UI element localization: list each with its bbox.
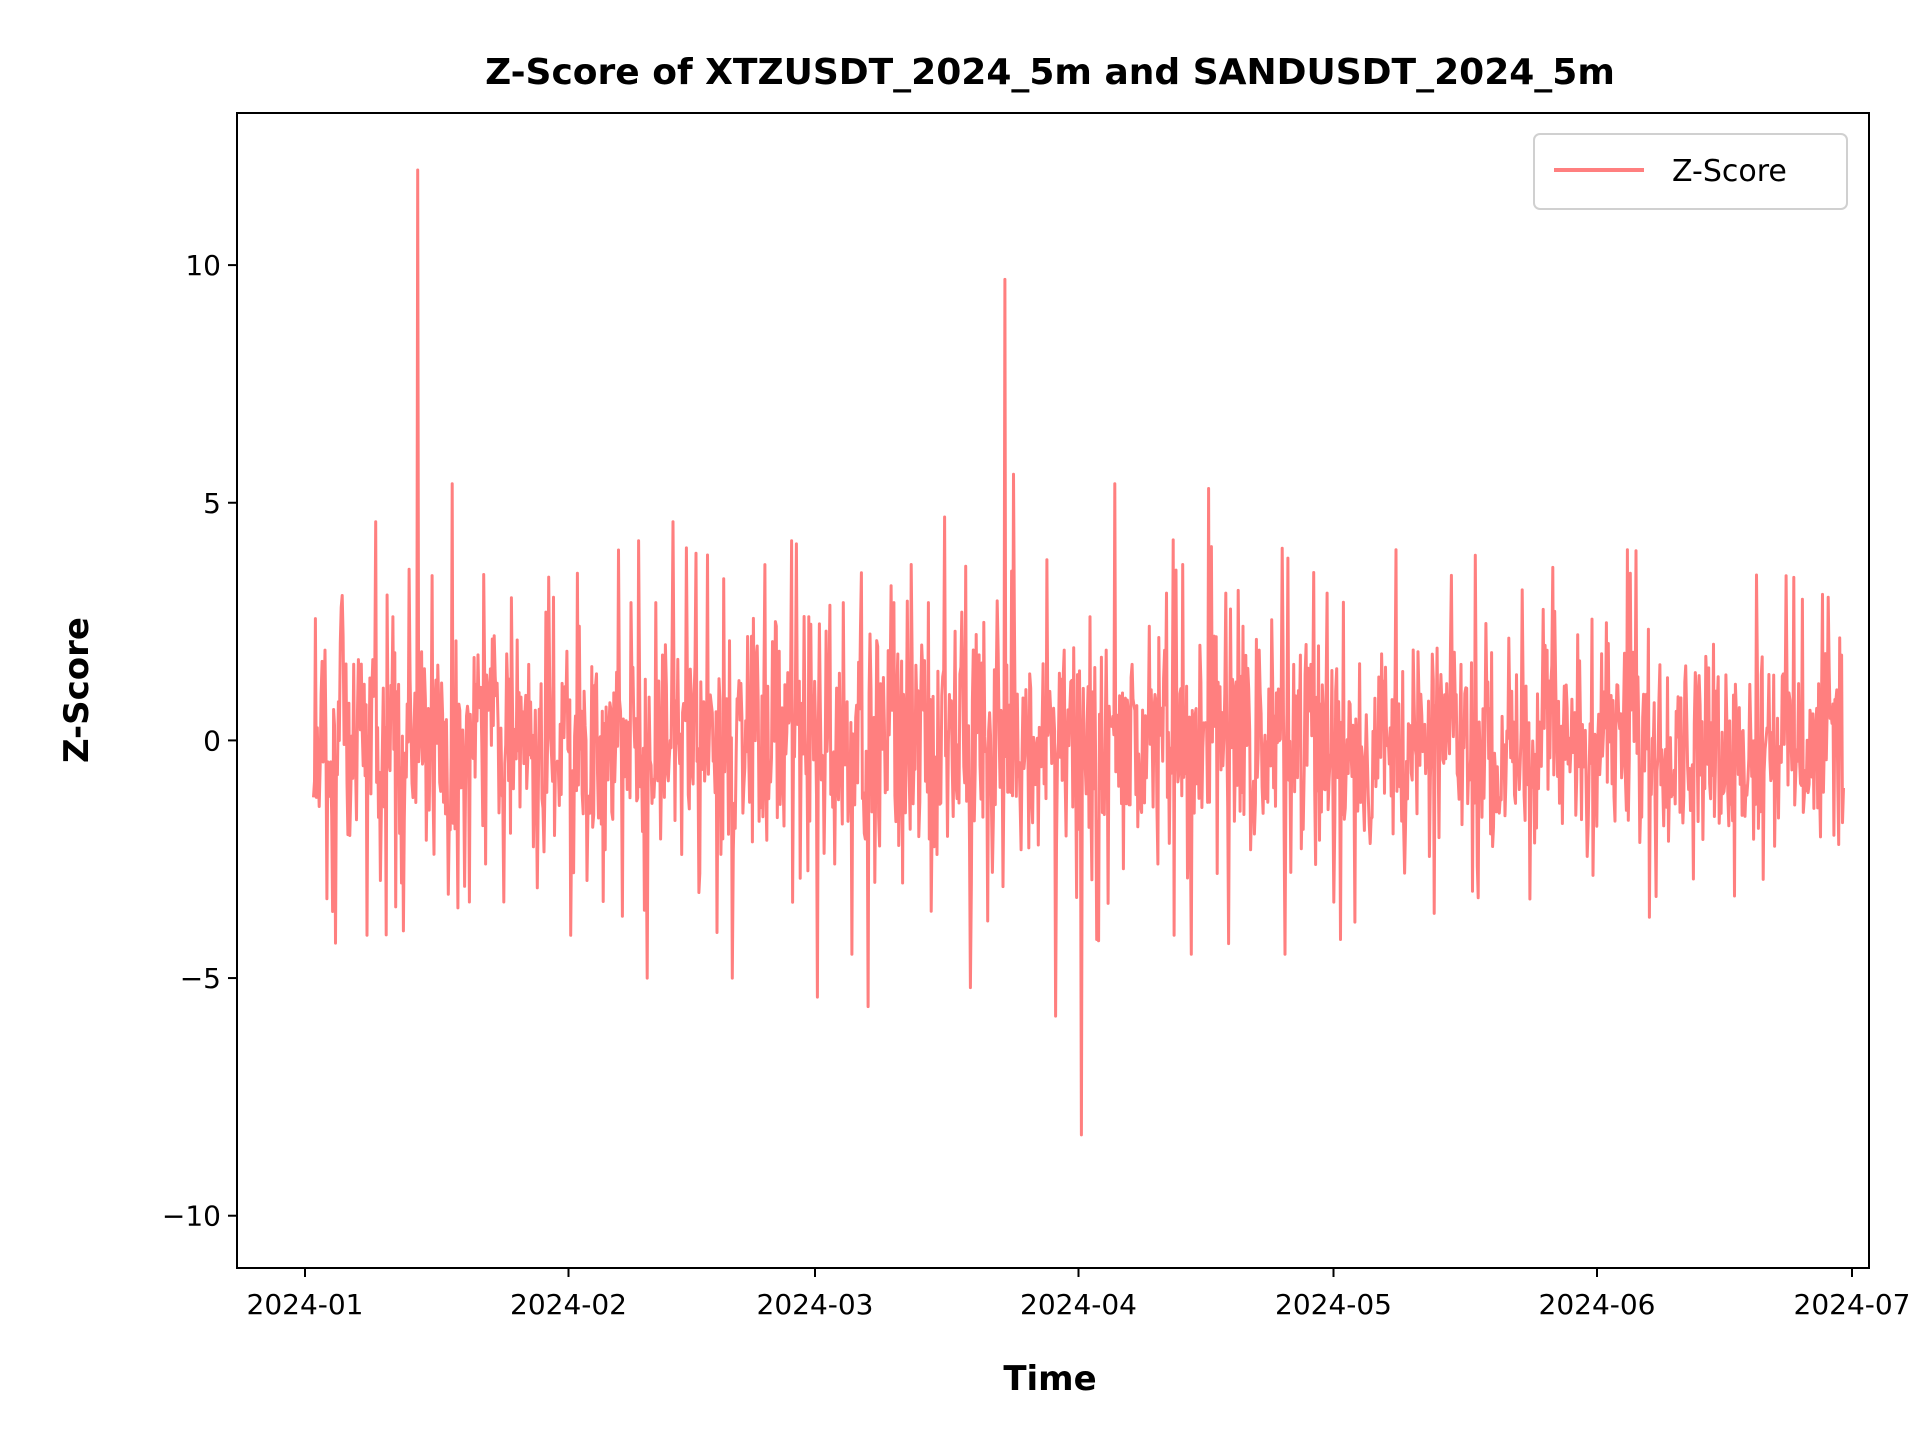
- x-tick-label: 2024-06: [1539, 1288, 1656, 1321]
- x-tick-label: 2024-05: [1275, 1288, 1392, 1321]
- y-tick-label: −5: [180, 962, 221, 995]
- plot-frame: [236, 112, 1870, 1269]
- chart-title: Z-Score of XTZUSDT_2024_5m and SANDUSDT_…: [485, 52, 1615, 93]
- legend-label: Z-Score: [1672, 154, 1787, 189]
- x-axis-label: Time: [1003, 1359, 1096, 1399]
- series-line-zscore: [312, 168, 1845, 1137]
- y-axis: −10 −5 0 5 10: [162, 249, 237, 1233]
- legend: Z-Score: [1533, 133, 1848, 210]
- y-tick-label: 0: [203, 724, 221, 757]
- x-tick-label: 2024-01: [247, 1288, 364, 1321]
- y-tick-label: −10: [162, 1200, 221, 1233]
- x-tick-label: 2024-03: [757, 1288, 874, 1321]
- x-tick-label: 2024-04: [1020, 1288, 1137, 1321]
- y-tick-label: 10: [185, 249, 221, 282]
- x-tick-label: 2024-07: [1794, 1288, 1911, 1321]
- x-tick-label: 2024-02: [510, 1288, 627, 1321]
- series-layer: [312, 168, 1845, 1137]
- x-axis: 2024-01 2024-02 2024-03 2024-04 2024-05 2024-…: [247, 1268, 1911, 1321]
- y-tick-label: 5: [203, 487, 221, 520]
- legend-box: [1533, 133, 1848, 210]
- y-axis-label: Z-Score: [57, 617, 97, 763]
- plot-area: [236, 112, 1870, 1269]
